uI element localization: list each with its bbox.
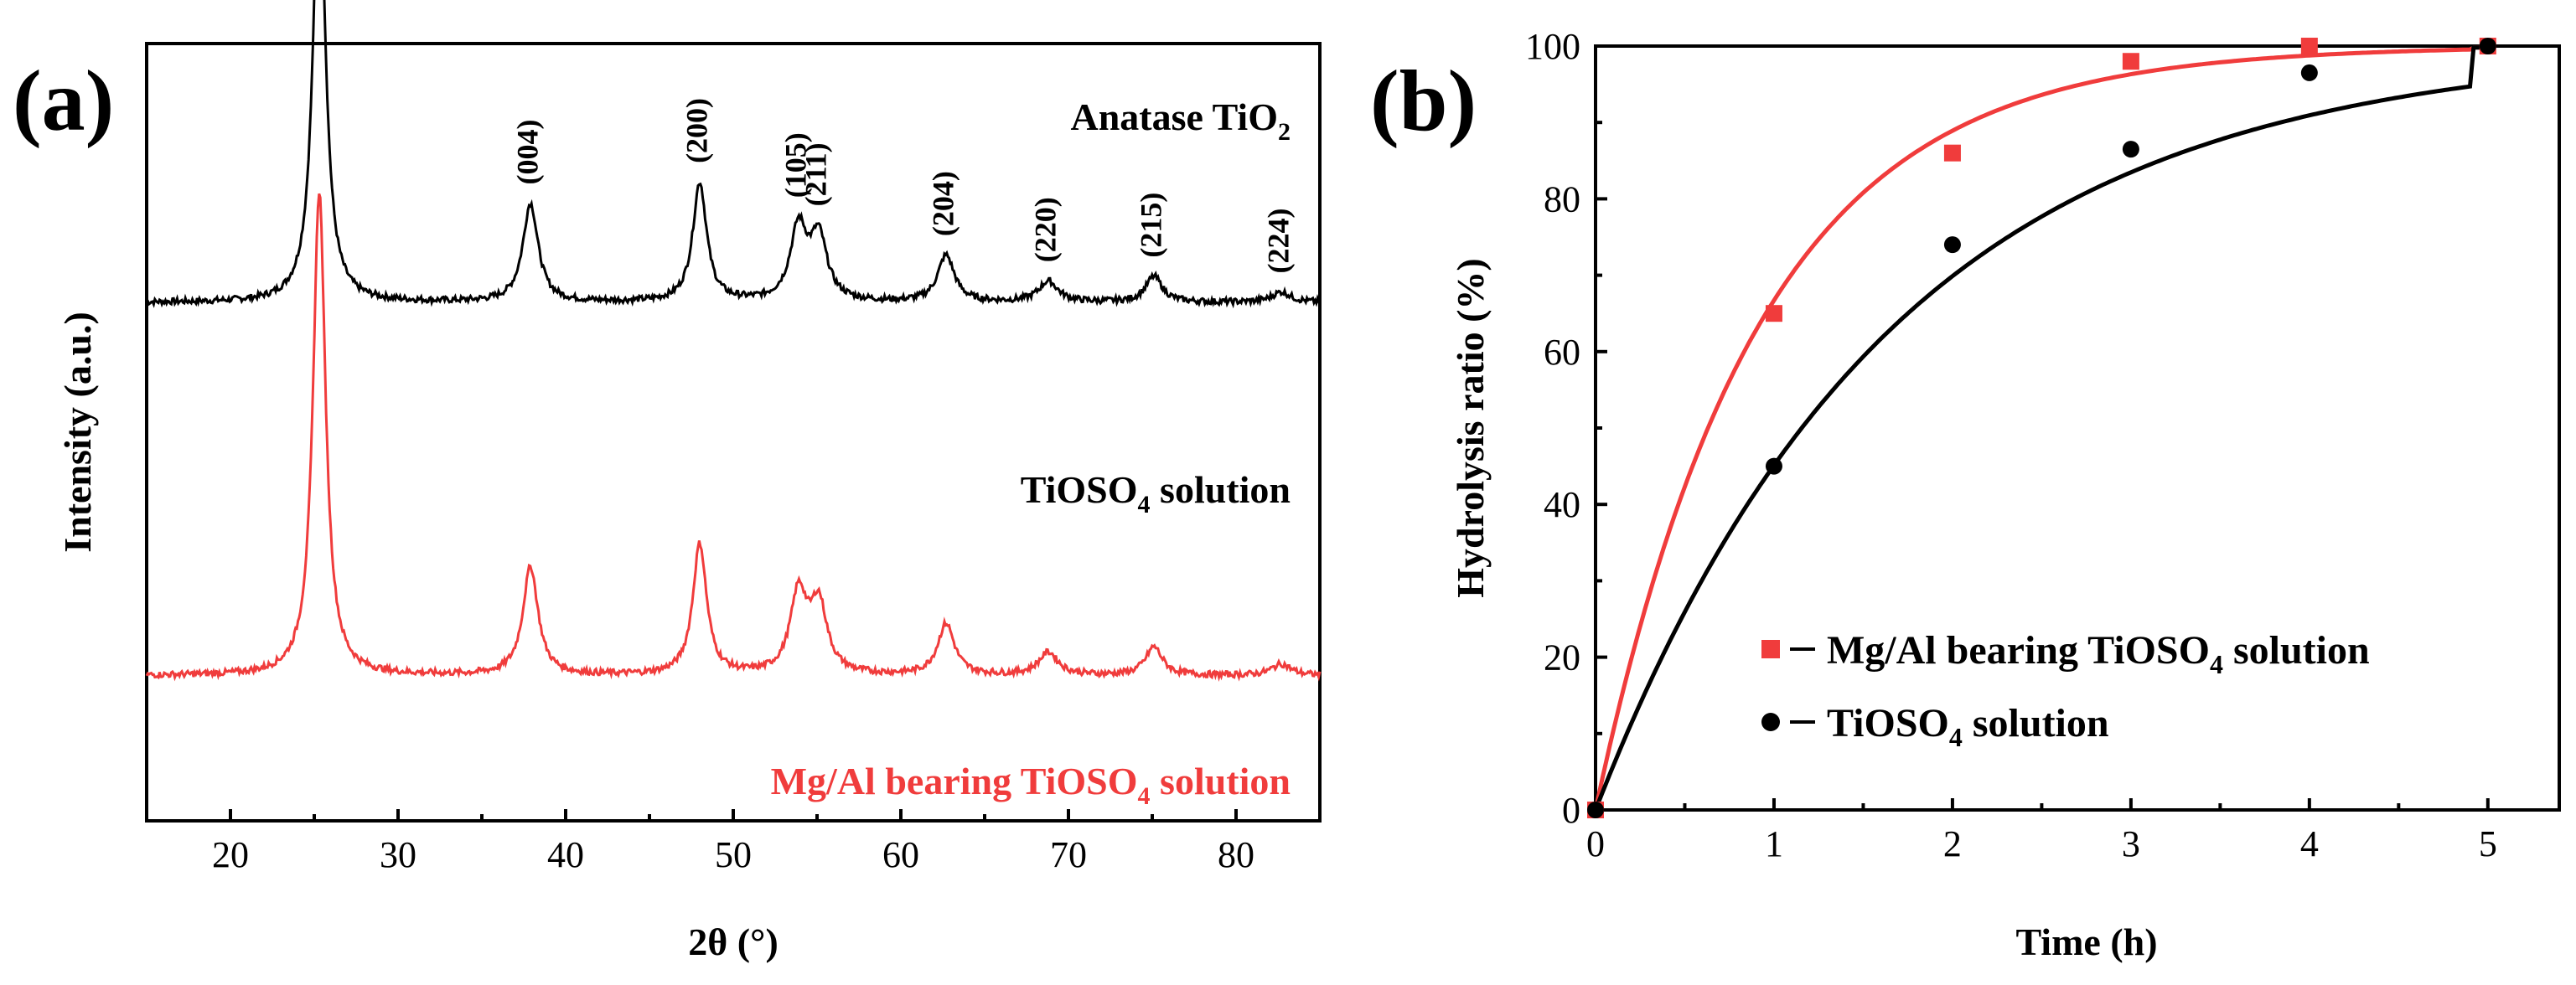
panel-b-y-tick-label: 40 — [1544, 484, 1580, 525]
panel-b-y-axis-title: Hydrolysis ratio (%) — [1449, 258, 1492, 597]
panel-b-y-tick-label: 0 — [1562, 790, 1580, 831]
panel-b-curves — [1593, 45, 2488, 811]
panel-a-x-ticks: 20 30 40 50 60 70 80 — [212, 809, 1254, 875]
panel-b-plot-frame — [1594, 44, 2561, 812]
fit-curve-tioso4 — [1593, 45, 2488, 811]
panel-b-x-tick-label: 2 — [1943, 823, 1962, 864]
data-point-mgal — [2122, 53, 2139, 70]
panel-b-x-tick-label: 5 — [2479, 823, 2497, 864]
annotation-tioso4-solution: TiOSO4 solution — [1021, 468, 1291, 518]
peak-label: (200) — [680, 98, 713, 163]
panel-a-curves — [145, 0, 1322, 682]
panel-b-hydrolysis-chart: (b) 0 1 2 3 4 5 0 20 40 60 80 100 Time (h) Hydrolys… — [1370, 26, 2561, 963]
panel-a-x-tick-label: 60 — [882, 834, 919, 875]
panel-b-markers — [1587, 38, 2496, 818]
panel-b-x-tick-label: 0 — [1586, 823, 1605, 864]
data-point-tioso4 — [2300, 64, 2318, 81]
panel-b-x-tick-label: 4 — [2300, 823, 2319, 864]
legend-marker-tioso4 — [1761, 713, 1780, 731]
data-point-tioso4 — [1765, 457, 1782, 475]
xrd-curve-tioso4 — [146, 0, 1322, 309]
legend-label-tioso4: TiOSO4 solution — [1827, 701, 2109, 752]
peak-label: (204) — [926, 171, 960, 236]
panel-a-x-tick-label: 20 — [212, 834, 249, 875]
peak-label: (004) — [510, 120, 544, 185]
xrd-curve-mgal — [145, 193, 1322, 682]
panel-a-x-tick-label: 70 — [1050, 834, 1087, 875]
panel-a-x-tick-label: 50 — [715, 834, 752, 875]
panel-a-y-axis-title: Intensity (a.u.) — [56, 312, 99, 553]
panel-b-label: (b) — [1370, 53, 1477, 149]
panel-b-x-tick-label: 1 — [1765, 823, 1783, 864]
data-point-tioso4 — [2479, 38, 2496, 54]
legend-label-mgal: Mg/Al bearing TiOSO4 solution — [1827, 628, 2370, 679]
panel-a-x-tick-label: 30 — [380, 834, 416, 875]
peak-label: (220) — [1028, 197, 1062, 262]
peak-label: (105) — [778, 132, 812, 198]
panel-b-legend: Mg/Al bearing TiOSO4 solution TiOSO4 sol… — [1761, 628, 2370, 752]
peak-label: (211) — [799, 142, 832, 206]
peak-label: (224) — [1261, 209, 1295, 274]
data-point-mgal — [1765, 305, 1782, 322]
panel-b-x-tick-label: 3 — [2122, 823, 2140, 864]
panel-b-y-tick-label: 80 — [1544, 178, 1580, 219]
panel-b-x-axis-title: Time (h) — [2015, 921, 2157, 963]
data-point-tioso4 — [2122, 141, 2139, 158]
panel-a-peak-labels: (101)(004)(200)(105)(211)(204)(220)(215)… — [510, 98, 1295, 274]
panel-b-y-tick-label: 100 — [1525, 26, 1580, 67]
panel-a-x-tick-label: 80 — [1218, 834, 1254, 875]
panel-a-plot-frame — [145, 42, 1322, 823]
panel-a-x-tick-label: 40 — [547, 834, 584, 875]
peak-label: (215) — [1134, 193, 1167, 258]
data-point-tioso4 — [1943, 236, 1961, 254]
data-point-mgal — [1943, 144, 1961, 162]
panel-b-y-tick-label: 60 — [1544, 332, 1580, 373]
panel-a-label: (a) — [13, 53, 114, 149]
data-point-tioso4 — [1587, 802, 1604, 818]
fit-curve-mgal — [1593, 45, 2488, 811]
annotation-mgal-tioso4-solution: Mg/Al bearing TiOSO4 solution — [771, 760, 1291, 810]
data-point-mgal — [2300, 38, 2318, 54]
panel-b-y-tick-label: 20 — [1544, 637, 1580, 678]
annotation-anatase-tio2: Anatase TiO2 — [1070, 95, 1291, 146]
legend-marker-mgal — [1761, 640, 1780, 658]
panel-a-x-axis-title: 2θ (°) — [688, 921, 778, 963]
